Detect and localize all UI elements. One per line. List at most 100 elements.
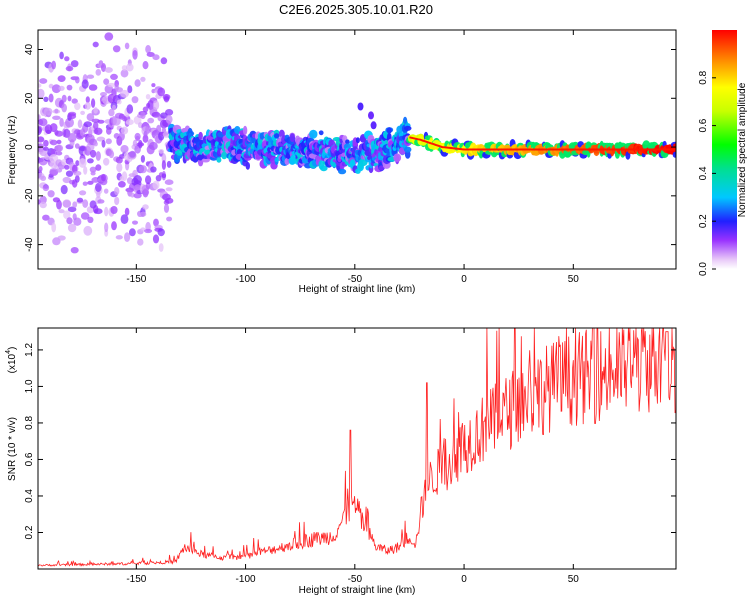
y-tick-label: 40 (24, 44, 35, 56)
spectrogram-cell (115, 235, 123, 240)
spectrogram-cell (161, 173, 167, 179)
spectrogram-cell (404, 146, 412, 153)
spectrogram-cell (403, 125, 412, 131)
spectrogram-cell (138, 165, 147, 174)
spectrogram-cell (146, 52, 155, 57)
spectrogram-panel: -150 -100 -50 0 50 -40 -20 0 20 40 Height of str… (7, 29, 677, 295)
spectrogram-cell (110, 206, 118, 214)
y-tick-label: -40 (24, 237, 35, 252)
snr-y-label: SNR (10 * v/v) (7, 417, 18, 481)
spectrogram-cell (116, 162, 123, 173)
y-tick-label: 20 (24, 92, 35, 104)
spectrogram-cell (139, 211, 147, 217)
spectrogram-cell (121, 65, 128, 71)
spectrogram-cell (103, 78, 110, 85)
spectrogram-cell (114, 187, 120, 196)
spectrogram-cell (82, 199, 89, 208)
spectrogram-cell (100, 92, 107, 97)
spectrogram-cell (42, 214, 50, 221)
spectrogram-cell (38, 126, 42, 136)
colorbar-tick-label: 0.2 (698, 214, 709, 228)
spectrogram-cell (112, 45, 121, 53)
snr-series (38, 328, 676, 567)
spectrogram-cell (52, 115, 61, 121)
spectrogram-cell (78, 158, 87, 168)
spectrogram-cell (152, 180, 160, 190)
spectrogram-cell (47, 190, 55, 198)
spectrogram-cell (101, 174, 106, 182)
spectrogram-cell (40, 175, 47, 181)
spectrogram-cell (44, 107, 53, 116)
spectrogram-cell (242, 125, 248, 135)
colorbar-tick-label: 0.0 (698, 262, 709, 276)
spectrogram-cell (95, 164, 102, 171)
spectrogram-cell (289, 133, 295, 143)
spectrogram-cell (140, 76, 146, 82)
spectrogram-cell (38, 136, 45, 143)
spectrogram-cell (161, 153, 167, 164)
x-tick-label: 50 (568, 574, 580, 585)
spectrogram-cell (104, 206, 109, 217)
spectrogram-cell (70, 60, 79, 68)
spectrogram-cell (95, 151, 101, 161)
snr-x-ticks: -150 -100 -50 0 50 (126, 328, 579, 585)
spectrogram-cell (160, 57, 168, 65)
spectrogram-cell (166, 216, 173, 222)
spectrogram-cell (145, 175, 152, 185)
snr-panel: -150 -100 -50 0 50 0.2 0.4 0.6 0.8 1.0 1.2 Height… (5, 327, 677, 596)
spectrogram-cell (103, 157, 110, 166)
spectrogram-cell (61, 158, 68, 166)
spectrogram-cell (118, 181, 126, 188)
spectrogram-cell (110, 73, 118, 80)
spectrogram-cell (165, 109, 174, 116)
spectrogram-cell (97, 119, 105, 124)
spectrogram-cell (80, 212, 90, 220)
spectrogram-cell (107, 82, 116, 88)
spectrogram-cell (64, 56, 70, 62)
spectrogram-cell (104, 222, 109, 233)
spectrogram-cell (157, 228, 165, 237)
spectrogram-cell (38, 88, 45, 99)
spectrogram-cell (64, 164, 70, 170)
spectrogram-cell (38, 113, 41, 120)
spectrogram-cell (164, 179, 174, 185)
colorbar-tick-label: 0.8 (698, 70, 709, 84)
spectrogram-cell (120, 69, 129, 78)
spectrogram-cell (88, 84, 98, 91)
spectrogram-cell (151, 83, 156, 88)
spectrogram-cells (38, 32, 676, 254)
spectrogram-cell (83, 225, 93, 236)
spectrogram-cell (129, 228, 136, 237)
spectrogram-cell (84, 102, 91, 110)
spectrogram-cell (120, 89, 129, 98)
spectrogram-cell (164, 197, 174, 204)
spectrogram-cell (49, 139, 58, 146)
spectrogram-cell (101, 139, 106, 148)
spectrogram-cell (95, 182, 102, 192)
spectrogram-cell (140, 111, 146, 120)
x-tick-label: -150 (126, 274, 146, 285)
spectrogram-cell (137, 238, 144, 246)
spectrogram-cell (90, 149, 97, 158)
spectrogram-cell (94, 208, 103, 215)
spectrogram-cell (368, 111, 374, 120)
spectrogram-cell (150, 166, 157, 173)
spectrogram-cell (403, 116, 408, 124)
x-tick-label: -100 (236, 274, 256, 285)
x-tick-label: -50 (348, 274, 363, 285)
spectrogram-cell (378, 165, 385, 171)
snr-frame (37, 327, 677, 570)
x-tick-label: 50 (568, 274, 580, 285)
spectrogram-cell (120, 126, 129, 135)
spectrogram-cell (62, 199, 72, 208)
spectrogram-cell (93, 107, 98, 114)
spectrogram-cell (255, 154, 262, 160)
spectrogram-cell (216, 157, 222, 163)
spectrogram-cell (338, 168, 347, 175)
spectrogram-cell (65, 66, 74, 72)
spectrogram-cell (96, 190, 101, 198)
spectrogram-cell (55, 151, 63, 156)
spectrogram-cell (93, 141, 98, 147)
spectrogram-cell (124, 232, 131, 243)
spectrogram-cell (39, 201, 47, 209)
